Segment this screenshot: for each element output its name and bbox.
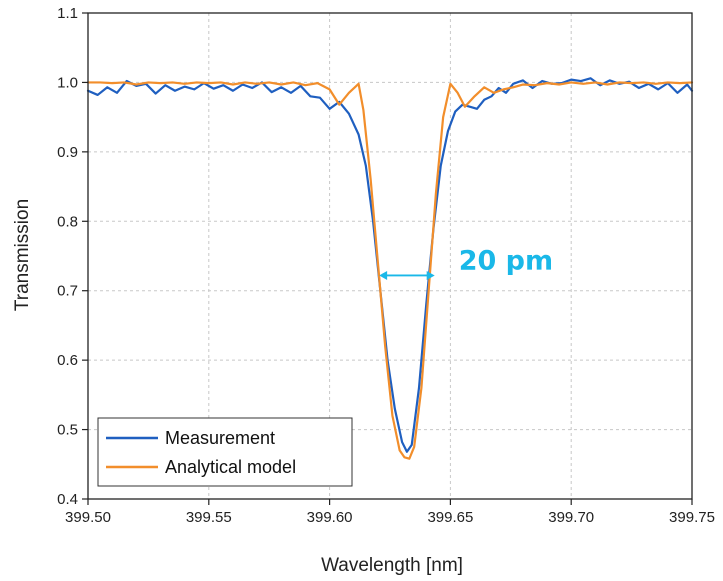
x-tick-label: 399.50 [65,509,111,526]
grid-lines [88,13,692,499]
series-line-analytical-model [86,81,694,460]
x-axis-title: Wavelength [nm] [321,555,463,576]
fwhm-annotation: 20 pm [379,245,553,280]
fwhm-arrowhead-left [379,270,388,280]
x-tick-label: 399.70 [548,509,594,526]
legend: Measurement Analytical model [97,417,353,487]
y-axis-title: Transmission [12,199,33,311]
series-lines [86,77,694,460]
y-tick-label: 1.0 [57,74,78,91]
y-tick-label: 0.8 [57,213,78,230]
fwhm-label: 20 pm [459,245,553,276]
legend-label-measurement: Measurement [165,428,275,448]
x-tick-label: 399.55 [186,509,232,526]
x-tick-label: 399.65 [427,509,473,526]
plot-frame [87,12,693,500]
y-tick-label: 0.7 [57,283,78,300]
y-tick-label: 1.1 [57,5,78,22]
fwhm-arrowhead-right [426,270,435,280]
y-tick-label: 0.9 [57,144,78,161]
y-tick-label: 0.6 [57,352,78,369]
y-tick-label: 0.4 [57,491,78,508]
series-line-measurement [86,77,694,453]
x-tick-label: 399.75 [669,509,715,526]
y-tick-label: 0.5 [57,422,78,439]
axis-ticks: 399.50 399.55 399.60 399.65 399.70 399.75 0.4 0… [57,5,715,526]
legend-box [97,417,353,487]
x-tick-label: 399.60 [307,509,353,526]
legend-label-analytical-model: Analytical model [165,457,296,477]
